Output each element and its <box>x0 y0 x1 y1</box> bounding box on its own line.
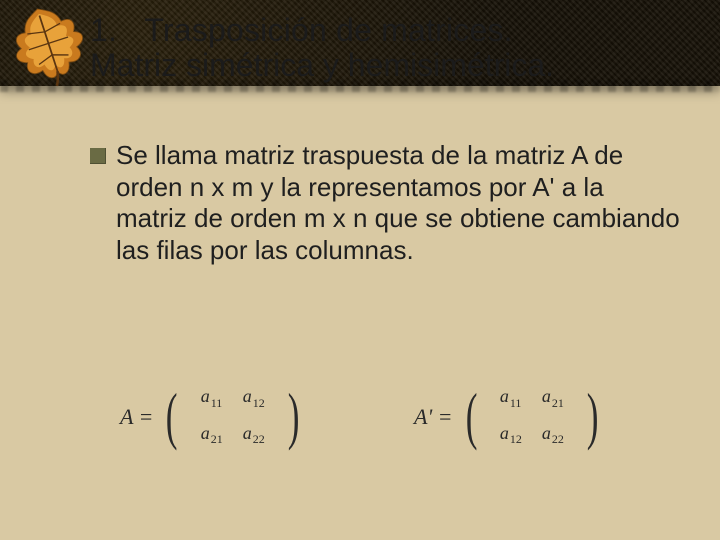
formula-row: A = ( a11 a12 a21 a22 ) A' = ( a11 a21 <box>120 380 660 453</box>
cell-sub: 21 <box>210 432 223 446</box>
title-line-1: 1. Trasposición de matrices. <box>90 14 690 48</box>
cell: a11 <box>191 380 233 417</box>
right-paren-icon: ) <box>287 394 299 439</box>
body-text-block: Se llama matriz traspuesta de la matriz … <box>90 140 680 267</box>
cell-var: a <box>500 423 509 443</box>
left-paren-icon: ( <box>166 394 178 439</box>
matrix-at-lhs: A' = <box>414 404 453 430</box>
cell-sub: 12 <box>509 432 522 446</box>
cell-var: a <box>243 386 252 406</box>
title-line1-text: Trasposición de matrices. <box>144 12 512 48</box>
bullet-item: Se llama matriz traspuesta de la matriz … <box>90 140 680 267</box>
square-bullet-icon <box>90 148 106 164</box>
cell-sub: 12 <box>252 396 265 410</box>
cell-sub: 22 <box>551 432 564 446</box>
cell: a12 <box>490 417 532 454</box>
cell-sub: 21 <box>551 396 564 410</box>
matrix-a-cells: a11 a12 a21 a22 <box>191 380 275 453</box>
cell: a22 <box>233 417 275 454</box>
cell-var: a <box>500 386 509 406</box>
cell-sub: 22 <box>252 432 265 446</box>
matrix-a-lhs: A = <box>120 404 153 430</box>
matrix-at-cells: a11 a21 a12 a22 <box>490 380 574 453</box>
slide-title: 1. Trasposición de matrices. Matriz simé… <box>90 14 690 83</box>
cell-var: a <box>243 423 252 443</box>
cell: a21 <box>532 380 574 417</box>
cell: a21 <box>191 417 233 454</box>
cell: a12 <box>233 380 275 417</box>
title-line-2: Matriz simétrica y hemisimétrica. <box>90 48 690 83</box>
cell-var: a <box>542 386 551 406</box>
matrix-a: A = ( a11 a12 a21 a22 ) <box>120 380 304 453</box>
cell-sub: 11 <box>210 396 223 410</box>
title-number: 1. <box>90 12 117 48</box>
slide: 1. Trasposición de matrices. Matriz simé… <box>0 0 720 540</box>
cell: a22 <box>532 417 574 454</box>
cell: a11 <box>490 380 532 417</box>
cell-sub: 11 <box>509 396 522 410</box>
body-paragraph: Se llama matriz traspuesta de la matriz … <box>116 140 680 267</box>
cell-var: a <box>201 423 210 443</box>
cell-var: a <box>201 386 210 406</box>
left-paren-icon: ( <box>465 394 477 439</box>
autumn-leaf-icon <box>6 2 92 93</box>
right-paren-icon: ) <box>587 394 599 439</box>
matrix-a-transpose: A' = ( a11 a21 a12 a22 ) <box>414 380 603 453</box>
cell-var: a <box>542 423 551 443</box>
